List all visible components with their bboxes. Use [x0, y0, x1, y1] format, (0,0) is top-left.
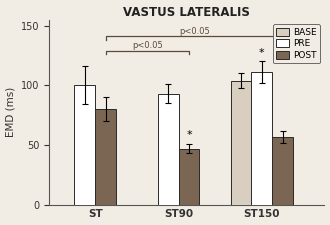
Bar	[272, 137, 293, 205]
Bar	[179, 148, 199, 205]
Text: p<0.05: p<0.05	[132, 41, 163, 50]
Legend: BASE, PRE, POST: BASE, PRE, POST	[273, 24, 320, 63]
Bar	[231, 81, 251, 205]
Bar	[158, 94, 179, 205]
Title: VASTUS LATERALIS: VASTUS LATERALIS	[123, 6, 250, 18]
Bar	[251, 72, 272, 205]
Text: *: *	[186, 130, 192, 140]
Y-axis label: EMD (ms): EMD (ms)	[6, 87, 16, 137]
Text: *: *	[259, 48, 265, 58]
Bar	[74, 85, 95, 205]
Bar	[95, 109, 116, 205]
Text: p<0.05: p<0.05	[179, 27, 210, 36]
